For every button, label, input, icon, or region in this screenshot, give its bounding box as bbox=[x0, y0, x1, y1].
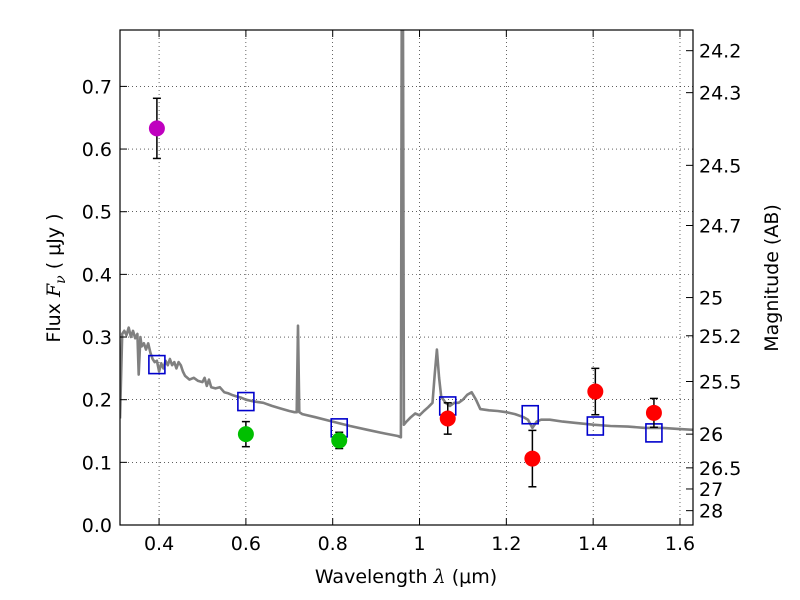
y2-tick-label: 26 bbox=[699, 424, 723, 446]
x-tick-label: 0.6 bbox=[231, 533, 261, 555]
x-tick-label: 0.4 bbox=[144, 533, 174, 555]
y2-tick-label: 28 bbox=[699, 501, 723, 523]
y-tick-label: 0.6 bbox=[82, 139, 112, 161]
y-tick-label: 0.7 bbox=[82, 76, 112, 98]
model-square-marker bbox=[148, 354, 166, 375]
model-square-marker bbox=[237, 391, 255, 412]
y-tick-label: 0.1 bbox=[82, 452, 112, 474]
plot-area bbox=[120, 30, 693, 488]
y2-tick-label: 27 bbox=[699, 479, 723, 501]
y2-tick-label: 26.5 bbox=[699, 458, 741, 480]
x-tick-label: 0.8 bbox=[318, 533, 348, 555]
data-point bbox=[524, 450, 541, 467]
y2-tick-label: 24.2 bbox=[699, 41, 741, 63]
data-point bbox=[645, 404, 662, 421]
y-tick-label: 0.3 bbox=[82, 327, 112, 349]
plot-frame bbox=[119, 29, 694, 526]
y2-tick-label: 25.5 bbox=[699, 372, 741, 394]
y-tick-label: 0.4 bbox=[82, 264, 112, 286]
y2-tick-label: 24.5 bbox=[699, 155, 741, 177]
model-square-marker bbox=[521, 404, 540, 425]
x-tick-label: 1.4 bbox=[578, 533, 608, 555]
model-square-marker bbox=[586, 416, 605, 436]
y-tick-label: 0.5 bbox=[82, 202, 112, 224]
y2-axis-label: Magnitude (AB) bbox=[761, 204, 783, 352]
x-tick-label: 1.2 bbox=[491, 533, 521, 555]
x-tick-label: 1 bbox=[413, 533, 425, 555]
y-axis-label: Flux Fν ( μJy ) bbox=[43, 213, 69, 342]
data-point bbox=[237, 426, 254, 443]
axes-ticks: 0.4 0.6 0.8 1 1.2 1.4 1.6 0.0 0.1 0.2 0.3 0.4 0.5 0.6… bbox=[82, 30, 741, 555]
y2-tick-label: 25 bbox=[699, 288, 723, 310]
x-axis-label: Wavelength λ (μm) bbox=[315, 566, 497, 588]
data-point bbox=[331, 432, 348, 449]
x-tick-label: 1.6 bbox=[665, 533, 695, 555]
data-point bbox=[587, 383, 604, 400]
y2-tick-label: 24.7 bbox=[699, 215, 741, 237]
data-point bbox=[439, 410, 456, 427]
spectrum-line bbox=[120, 30, 693, 439]
y-tick-label: 0.2 bbox=[82, 390, 112, 412]
y-tick-label: 0.0 bbox=[82, 515, 112, 537]
data-point bbox=[148, 120, 165, 137]
y2-tick-label: 25.2 bbox=[699, 326, 741, 348]
y2-tick-label: 24.3 bbox=[699, 83, 741, 105]
